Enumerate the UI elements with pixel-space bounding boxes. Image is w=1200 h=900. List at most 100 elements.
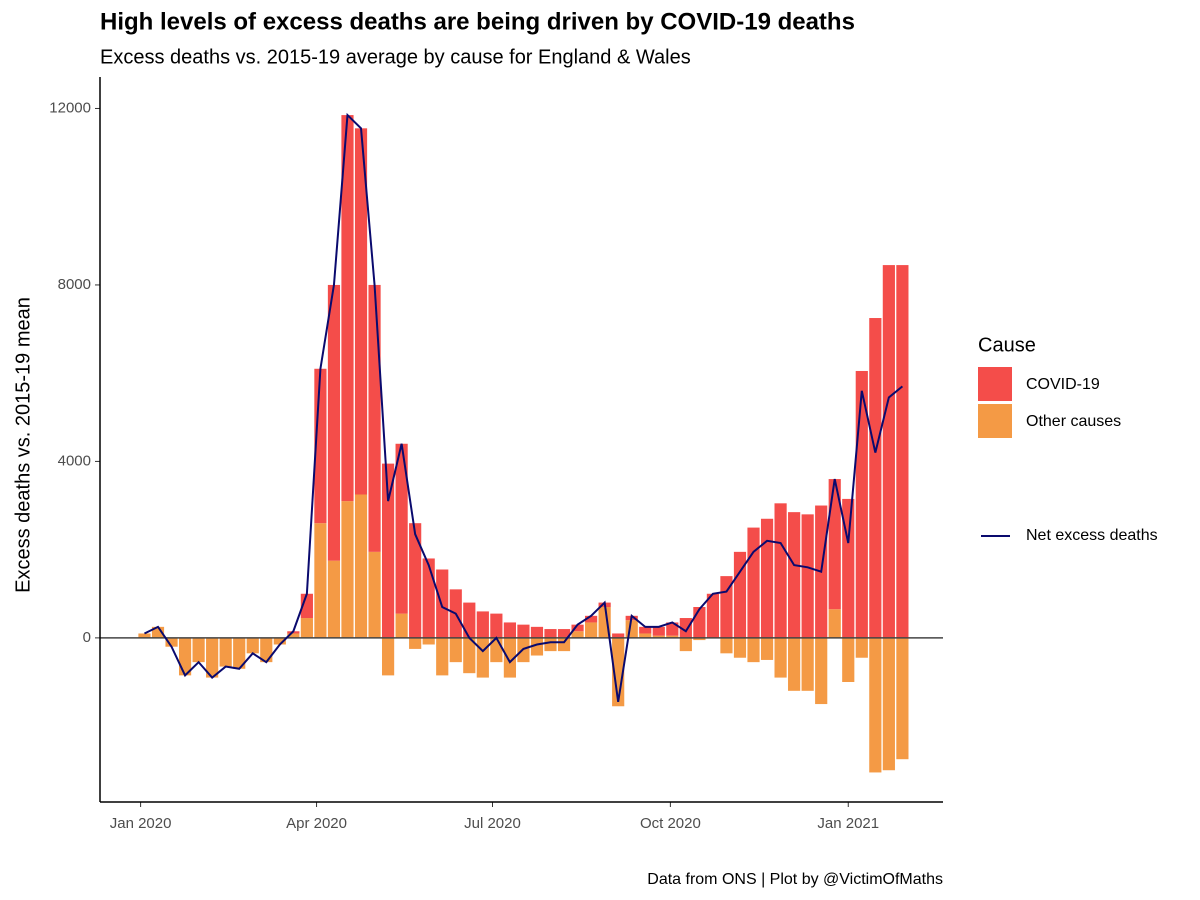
bar — [368, 551, 381, 638]
bar — [246, 637, 259, 654]
legend-swatch — [978, 367, 1012, 401]
x-tick-label: Jan 2020 — [110, 815, 172, 832]
bar — [828, 609, 841, 638]
bar — [639, 626, 652, 634]
bar — [206, 637, 219, 678]
legend-swatch — [978, 404, 1012, 438]
bar — [679, 618, 692, 638]
bar — [733, 637, 747, 658]
bar — [720, 637, 733, 654]
y-tick-label: 8000 — [58, 276, 91, 293]
bar — [693, 607, 706, 638]
bar — [652, 635, 665, 638]
bar — [869, 637, 882, 773]
bar — [774, 503, 787, 638]
bar — [463, 637, 476, 674]
bar — [327, 284, 341, 561]
bar — [625, 620, 638, 638]
bar — [896, 265, 909, 638]
bar — [422, 558, 435, 638]
bar — [788, 512, 801, 638]
bar — [747, 527, 760, 638]
bar — [381, 637, 395, 676]
bar — [381, 463, 395, 638]
bar — [260, 637, 273, 663]
bar — [409, 637, 422, 649]
bar — [422, 637, 435, 645]
legend-label: Other causes — [1026, 413, 1121, 430]
bar — [612, 637, 625, 707]
bar — [612, 633, 625, 638]
y-tick-label: 4000 — [58, 452, 91, 469]
bar — [801, 514, 814, 638]
bar — [585, 622, 598, 638]
bar — [138, 633, 151, 638]
bar — [760, 518, 774, 638]
bar — [490, 613, 503, 638]
bar — [354, 494, 368, 638]
bar — [436, 569, 449, 638]
bar — [557, 629, 571, 638]
bar — [896, 637, 909, 760]
bar — [287, 633, 300, 638]
bar — [693, 637, 706, 641]
legend-title: Cause — [978, 334, 1036, 356]
bar — [503, 637, 516, 678]
bar — [571, 624, 584, 632]
x-tick-label: Jul 2020 — [464, 815, 521, 832]
bar — [233, 637, 246, 669]
net-line — [144, 112, 904, 703]
bar — [192, 637, 205, 663]
bar — [463, 602, 476, 638]
bar — [354, 128, 368, 495]
bar — [815, 637, 828, 705]
bar — [882, 265, 895, 638]
bar — [666, 622, 679, 636]
y-tick-label: 0 — [83, 629, 91, 646]
y-tick-label: 12000 — [49, 99, 91, 116]
bar — [300, 618, 313, 638]
bar — [341, 501, 354, 638]
bar — [395, 613, 408, 638]
bar — [165, 637, 178, 647]
bar — [639, 633, 652, 638]
bar — [869, 318, 882, 638]
bar — [449, 637, 462, 663]
bar — [476, 637, 489, 678]
x-tick-label: Jan 2021 — [817, 815, 879, 832]
bar — [395, 443, 408, 614]
bar — [503, 622, 516, 638]
bar — [219, 637, 232, 667]
bar — [530, 626, 544, 638]
bar — [178, 637, 192, 676]
bar — [788, 637, 801, 691]
bar — [855, 637, 868, 658]
bar — [733, 551, 747, 638]
bar — [409, 523, 422, 638]
x-tick-label: Apr 2020 — [286, 815, 347, 832]
bar — [747, 637, 760, 663]
chart-title: High levels of excess deaths are being d… — [100, 8, 855, 35]
bar — [544, 637, 557, 652]
bar — [679, 637, 692, 652]
bar — [842, 637, 855, 682]
caption: Data from ONS | Plot by @VictimOfMaths — [647, 871, 943, 888]
x-tick-label: Oct 2020 — [640, 815, 701, 832]
bar — [828, 479, 841, 610]
bar — [774, 637, 787, 678]
bar — [327, 560, 341, 638]
y-axis-label: Excess deaths vs. 2015-19 mean — [12, 297, 34, 593]
bar — [801, 637, 814, 691]
bar — [517, 624, 530, 638]
bar — [882, 637, 895, 771]
bar — [476, 611, 489, 638]
bar — [530, 637, 544, 656]
bar — [855, 370, 868, 638]
bar — [436, 637, 449, 676]
bar — [652, 626, 665, 636]
bar — [341, 115, 354, 502]
bar — [368, 284, 381, 552]
bar — [273, 637, 286, 645]
legend-label: Net excess deaths — [1026, 527, 1158, 544]
